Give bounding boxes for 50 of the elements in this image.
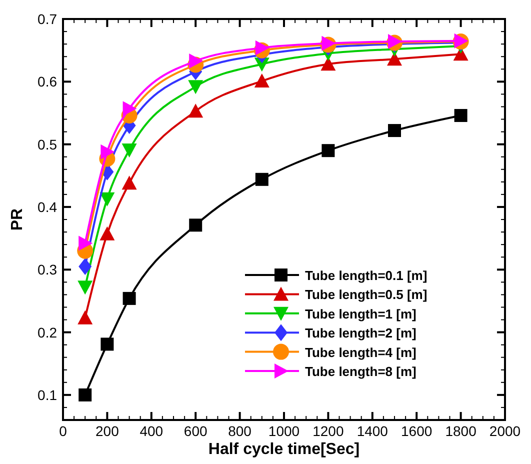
point <box>78 258 92 275</box>
point <box>122 101 137 116</box>
point <box>78 236 93 251</box>
point <box>122 176 137 190</box>
x-tick-label: 400 <box>140 423 164 439</box>
point <box>320 56 336 71</box>
y-tick-label: 0.4 <box>38 198 58 215</box>
point <box>322 144 335 158</box>
point <box>100 144 115 160</box>
x-tick-label: 2000 <box>489 423 521 439</box>
legend-label: Tube length=1 [m] <box>305 306 416 322</box>
legend-label: Tube length=8 [m] <box>305 364 416 379</box>
point <box>254 74 270 88</box>
y-axis-title: PR <box>9 208 26 231</box>
x-tick-label: 800 <box>228 423 252 439</box>
x-tick-label: 1000 <box>268 423 300 439</box>
point <box>255 172 268 186</box>
point <box>189 218 202 232</box>
point <box>100 338 114 351</box>
point <box>78 310 93 324</box>
y-tick-label: 0.3 <box>38 262 58 278</box>
point <box>388 124 401 138</box>
x-tick-label: 1200 <box>312 423 344 439</box>
y-tick-label: 0.5 <box>38 136 58 152</box>
x-tick-label: 1600 <box>401 423 432 439</box>
x-tick-label: 600 <box>184 423 208 439</box>
point <box>100 192 115 206</box>
x-tick-label: 1800 <box>445 423 477 439</box>
y-tick-label: 0.7 <box>38 11 58 27</box>
point <box>189 53 204 68</box>
point <box>188 104 204 118</box>
point <box>188 80 204 94</box>
point <box>255 40 270 56</box>
y-tick-label: 0.1 <box>38 386 58 403</box>
point <box>122 292 136 305</box>
point <box>78 280 93 295</box>
point <box>454 108 468 122</box>
x-tick-label: 200 <box>96 423 120 439</box>
legend-label: Tube length=0.1 [m] <box>305 268 428 283</box>
point <box>100 226 115 240</box>
x-tick-label: 1400 <box>356 423 388 439</box>
point <box>78 388 92 402</box>
legend-label: Tube length=0.5 [m] <box>305 287 428 302</box>
y-tick-label: 0.2 <box>38 324 58 340</box>
legend-label: Tube length=4 [m] <box>305 344 416 360</box>
x-tick-label: 0 <box>59 423 68 439</box>
point <box>122 143 137 158</box>
x-axis-title: Half cycle time[Sec] <box>208 441 360 458</box>
y-tick-label: 0.6 <box>38 74 58 90</box>
legend-label: Tube length=2 [m] <box>305 326 416 341</box>
